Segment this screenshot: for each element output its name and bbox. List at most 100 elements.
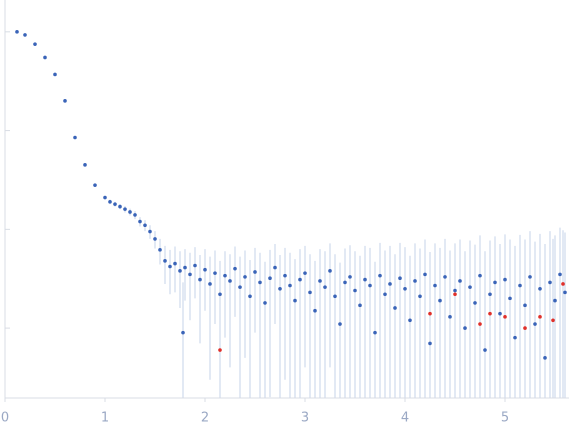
data-point: [33, 42, 37, 46]
data-point: [428, 341, 432, 346]
data-point: [493, 280, 497, 285]
data-point: [158, 248, 162, 252]
data-point: [358, 303, 362, 308]
data-point: [83, 163, 87, 167]
data-point: [308, 290, 312, 295]
data-point: [418, 294, 422, 299]
data-point: [188, 272, 192, 277]
data-point: [443, 275, 447, 279]
data-point: [168, 264, 172, 269]
data-point: [15, 30, 19, 34]
data-point: [218, 292, 222, 297]
data-point: [378, 273, 382, 278]
data-point: [523, 303, 527, 308]
data-point: [328, 269, 332, 273]
data-point: [488, 292, 492, 297]
data-point: [253, 270, 257, 274]
data-point: [373, 330, 377, 335]
data-point: [463, 326, 467, 330]
data-point: [551, 318, 555, 323]
data-point: [43, 55, 47, 60]
x-tick-label: 5: [501, 411, 509, 426]
data-point: [163, 259, 167, 263]
data-point: [538, 287, 542, 291]
data-point: [173, 261, 177, 266]
plot-area: [15, 30, 567, 398]
data-point: [553, 298, 557, 303]
data-point: [113, 202, 117, 206]
data-point: [458, 279, 462, 283]
data-point: [53, 72, 57, 77]
data-point: [183, 265, 187, 270]
data-point: [513, 335, 517, 340]
data-point: [428, 311, 432, 316]
data-point: [63, 99, 67, 103]
data-point: [448, 315, 452, 319]
data-point: [563, 290, 567, 295]
data-point: [423, 272, 427, 277]
data-point: [408, 318, 412, 323]
data-point: [178, 269, 182, 273]
data-point: [438, 298, 442, 303]
data-point: [263, 301, 267, 305]
data-point: [503, 277, 507, 282]
x-tick-label: 4: [401, 411, 409, 426]
data-point: [488, 311, 492, 316]
data-point: [503, 315, 507, 319]
data-point: [338, 322, 342, 326]
data-point: [498, 311, 502, 316]
data-point: [213, 271, 217, 275]
data-point: [528, 275, 532, 279]
data-point: [298, 277, 302, 282]
data-point: [103, 195, 107, 200]
data-point: [313, 308, 317, 313]
data-point: [218, 348, 222, 352]
data-point: [73, 135, 77, 140]
data-point: [153, 237, 157, 241]
data-point: [561, 282, 565, 286]
data-point: [143, 223, 147, 228]
data-point: [508, 296, 512, 301]
data-point: [548, 280, 552, 285]
data-point: [23, 33, 27, 37]
data-point: [473, 301, 477, 305]
data-point: [223, 273, 227, 278]
data-point: [148, 229, 152, 234]
data-point: [273, 265, 277, 270]
data-point: [293, 298, 297, 303]
data-point: [303, 271, 307, 275]
data-point: [403, 287, 407, 291]
data-point: [558, 272, 562, 277]
data-point: [383, 292, 387, 297]
data-point: [108, 200, 112, 204]
data-point: [518, 283, 522, 288]
data-point: [278, 287, 282, 291]
data-point: [138, 219, 142, 224]
data-point: [238, 285, 242, 289]
data-point: [133, 213, 137, 217]
data-point: [93, 183, 97, 187]
data-point: [258, 280, 262, 285]
x-tick-label: 2: [201, 411, 209, 426]
data-point: [123, 207, 127, 211]
data-point: [348, 275, 352, 279]
data-point: [393, 306, 397, 310]
x-tick-label: 0: [1, 411, 9, 426]
data-point: [248, 294, 252, 299]
data-point: [453, 288, 457, 293]
data-point: [128, 210, 132, 214]
data-point: [468, 285, 472, 289]
data-point: [193, 263, 197, 268]
data-point: [478, 273, 482, 278]
data-point: [243, 275, 247, 279]
data-point: [523, 326, 527, 330]
x-tick-label: 1: [101, 411, 109, 426]
data-point: [533, 322, 537, 326]
data-point: [198, 277, 202, 282]
data-point: [353, 288, 357, 293]
data-point: [283, 273, 287, 278]
data-point: [203, 267, 207, 272]
data-point: [333, 294, 337, 299]
